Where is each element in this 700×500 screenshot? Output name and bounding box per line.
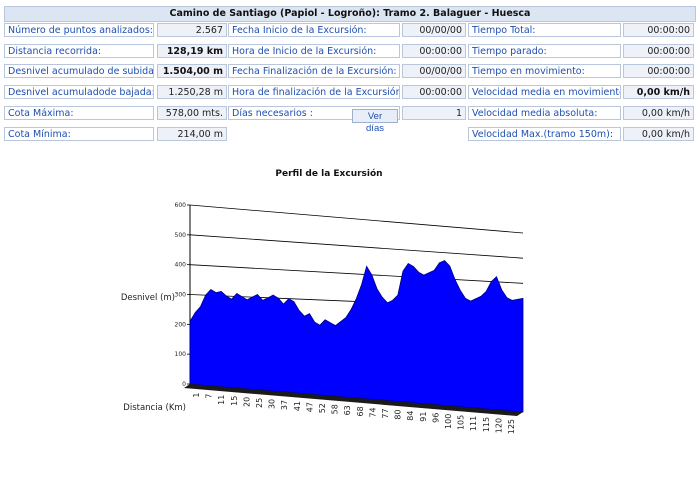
- x-tick-label: 111: [469, 416, 478, 431]
- stat-label: Número de puntos analizados:: [4, 23, 154, 37]
- time-label: Fecha Inicio de la Excursión:: [228, 23, 400, 37]
- speed-label: Velocidad media en movimiento:: [468, 85, 621, 100]
- speed-value: 00:00:00: [623, 23, 694, 37]
- x-tick-label: 1: [192, 393, 201, 398]
- time-value: 00:00:00: [402, 85, 466, 100]
- x-axis-label: Distancia (Km): [123, 403, 186, 413]
- speed-label: Tiempo en movimiento:: [468, 64, 621, 79]
- stat-value: 2.567: [157, 23, 227, 37]
- x-tick-label: 77: [381, 408, 390, 418]
- y-tick-label: 300: [175, 292, 187, 299]
- y-tick-label: 0: [182, 381, 186, 388]
- x-tick-label: 47: [305, 402, 314, 412]
- speed-label: Tiempo Total:: [468, 23, 621, 37]
- x-tick-label: 80: [394, 409, 403, 419]
- x-tick-label: 52: [318, 403, 327, 413]
- stat-value: 128,19 km: [157, 43, 227, 58]
- stat-label: Cota Máxima:: [4, 105, 154, 120]
- elevation-area: [189, 260, 524, 413]
- time-value: 1: [402, 105, 466, 120]
- x-tick-label: 7: [205, 394, 214, 399]
- stat-label: Desnivel acumulado de subida:: [4, 64, 154, 79]
- time-value: 00/00/00: [402, 23, 466, 37]
- x-tick-label: 11: [217, 395, 226, 405]
- x-tick-label: 105: [457, 415, 466, 430]
- x-tick-label: 63: [343, 405, 352, 415]
- stat-value: 578,00 mts.: [157, 105, 227, 120]
- gridline: [189, 234, 524, 259]
- x-tick-label: 115: [482, 417, 491, 432]
- ver-dias-button[interactable]: Ver días: [352, 109, 398, 134]
- speed-value: 0,00 km/h: [623, 85, 694, 100]
- x-tick-label: 91: [419, 412, 428, 422]
- chart-title: Perfil de la Excursión: [275, 168, 382, 179]
- x-tick-label: 68: [356, 406, 365, 416]
- time-label: Hora de finalización de la Excursión:: [228, 85, 400, 100]
- y-tick-label: 400: [175, 262, 187, 269]
- gridline: [189, 264, 524, 284]
- speed-value: 0,00 km/h: [623, 105, 694, 120]
- x-tick-label: 41: [293, 401, 302, 411]
- speed-value: 0,00 km/h: [623, 126, 694, 141]
- x-tick-label: 58: [331, 404, 340, 414]
- time-value: 00:00:00: [402, 43, 466, 58]
- x-tick-label: 15: [230, 396, 239, 406]
- x-tick-label: 84: [406, 411, 415, 421]
- stat-value: 1.250,28 m: [157, 85, 227, 100]
- y-tick-label: 200: [175, 321, 187, 328]
- x-tick-label: 20: [242, 397, 251, 407]
- x-tick-label: 96: [431, 413, 440, 423]
- time-value: 00/00/00: [402, 64, 466, 79]
- x-tick-label: 25: [255, 398, 264, 408]
- x-tick-label: 30: [268, 399, 277, 409]
- y-tick-label: 100: [175, 351, 187, 358]
- stat-label: Cota Mínima:: [4, 126, 154, 141]
- stat-value: 214,00 m: [157, 126, 227, 141]
- speed-label: Velocidad media absoluta:: [468, 105, 621, 120]
- stat-label: Desnivel acumuladode bajada:: [4, 85, 154, 100]
- time-label: Hora de Inicio de la Excursión:: [228, 43, 400, 58]
- chart-floor: [184, 384, 523, 416]
- x-tick-label: 120: [494, 418, 503, 433]
- speed-label: Tiempo parado:: [468, 43, 621, 58]
- report-title: Camino de Santiago (Papiol - Logroño): T…: [4, 6, 696, 22]
- y-tick-label: 600: [175, 202, 187, 209]
- time-label: Fecha Finalización de la Excursión:: [228, 64, 400, 79]
- x-tick-label: 125: [507, 419, 516, 434]
- stat-label: Distancia recorrida:: [4, 43, 154, 58]
- speed-label: Velocidad Max.(tramo 150m):: [468, 126, 621, 141]
- y-tick-label: 500: [175, 232, 187, 239]
- x-tick-label: 74: [368, 407, 377, 417]
- gridline: [189, 204, 524, 234]
- y-axis-label: Desnivel (m): [121, 293, 175, 303]
- x-tick-label: 37: [280, 400, 289, 410]
- speed-value: 00:00:00: [623, 64, 694, 79]
- stat-value: 1.504,00 m: [157, 64, 227, 79]
- speed-value: 00:00:00: [623, 43, 694, 58]
- x-tick-label: 100: [444, 414, 453, 429]
